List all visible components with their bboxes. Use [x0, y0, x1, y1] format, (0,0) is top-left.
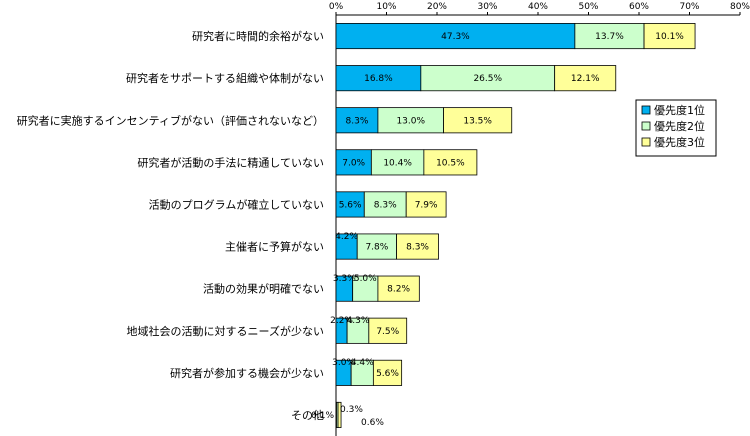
bar-segment — [370, 149, 425, 176]
bars: 47.3% 13.7% 10.1% 16.8% 26.5% 12.1% 8.3% 13.0% 1… — [311, 23, 696, 428]
data-label: 8.2% — [387, 285, 410, 295]
category-label: 地域社会の活動に対するニーズが少ない — [127, 324, 324, 338]
bar-segment — [335, 23, 576, 50]
data-label: 7.0% — [342, 158, 365, 168]
bar-segment — [352, 275, 379, 302]
legend-label: 優先度1位 — [654, 103, 705, 117]
bar-segment — [363, 191, 407, 218]
category-label: 研究者に時間的余裕がない — [192, 29, 324, 43]
data-label: 10.5% — [436, 158, 465, 168]
data-label: 16.8% — [364, 74, 393, 84]
x-tick-label: 0% — [329, 2, 344, 12]
legend-swatch — [641, 121, 651, 131]
data-label: 0.1% — [311, 411, 334, 421]
category-labels: 研究者に時間的余裕がない研究者をサポートする組織や体制がない研究者に実施するイン… — [17, 29, 324, 422]
data-label: 3.3% — [333, 274, 356, 284]
x-tick-label: 60% — [629, 2, 649, 12]
data-label: 7.8% — [365, 243, 388, 253]
x-tick-label: 70% — [679, 2, 699, 12]
data-label: 4.2% — [335, 232, 358, 242]
data-label: 3.0% — [332, 358, 355, 368]
bar-segment — [574, 23, 645, 50]
category-label: 研究者をサポートする組織や体制がない — [126, 71, 324, 85]
x-tick-label: 80% — [730, 2, 750, 12]
x-tick-label: 50% — [578, 2, 598, 12]
x-tick-label: 40% — [528, 2, 548, 12]
data-label: 12.1% — [571, 74, 600, 84]
category-label: 活動の効果が明確でない — [203, 282, 324, 296]
data-label: 13.0% — [396, 116, 425, 126]
bar-segment — [377, 275, 420, 302]
data-label: 0.3% — [340, 405, 363, 415]
data-label: 10.4% — [383, 158, 412, 168]
category-label: 主催者に予算がない — [225, 240, 324, 254]
bar-segment — [423, 149, 478, 176]
legend-swatch — [641, 105, 651, 115]
bar-segment — [396, 233, 439, 260]
bar-segment — [335, 107, 379, 134]
data-label: 7.5% — [376, 327, 399, 337]
data-label: 10.1% — [655, 32, 684, 42]
bar-segment — [643, 23, 696, 50]
data-label: 5.0% — [354, 274, 377, 284]
bar-segment — [405, 191, 447, 218]
data-label: 4.4% — [351, 358, 374, 368]
bar-segment — [420, 65, 556, 92]
category-label: 研究者が参加する機会が少ない — [170, 366, 324, 380]
x-tick-label: 20% — [427, 2, 447, 12]
x-tick-label: 10% — [376, 2, 396, 12]
bar-segment — [368, 317, 408, 344]
bar-segment — [356, 233, 397, 260]
data-label: 47.3% — [441, 32, 470, 42]
data-label: 7.9% — [415, 200, 438, 210]
data-label: 8.3% — [346, 116, 369, 126]
data-label: 5.6% — [376, 369, 399, 379]
x-tick-label: 30% — [477, 2, 497, 12]
bar-segment — [443, 107, 513, 134]
data-label: 8.3% — [374, 200, 397, 210]
data-label: 4.3% — [347, 316, 370, 326]
category-label: 活動のプログラムが確立していない — [149, 197, 324, 211]
data-label: 13.7% — [595, 32, 624, 42]
data-label: 8.3% — [406, 243, 429, 253]
legend-swatch — [641, 137, 651, 147]
category-label: その他 — [291, 409, 324, 422]
bar-segment — [337, 401, 342, 428]
bar-segment — [335, 191, 365, 218]
category-label: 研究者に実施するインセンティブがない（評価されないなど） — [17, 113, 324, 127]
data-label: 26.5% — [473, 74, 502, 84]
legend-label: 優先度3位 — [654, 135, 705, 149]
bar-segment — [335, 65, 422, 92]
legend-label: 優先度2位 — [654, 119, 705, 133]
x-axis-ticks: 0% 10% 20% 30% 40% 50% 60% 70% 80% — [329, 2, 750, 15]
data-label: 2.2% — [330, 316, 353, 326]
category-label: 研究者が活動の手法に精通していない — [137, 155, 324, 169]
data-label: 13.5% — [463, 116, 492, 126]
bar-segment — [554, 65, 617, 92]
bar-segment — [372, 359, 403, 386]
data-label: 0.6% — [361, 418, 384, 428]
data-label: 5.6% — [339, 200, 362, 210]
